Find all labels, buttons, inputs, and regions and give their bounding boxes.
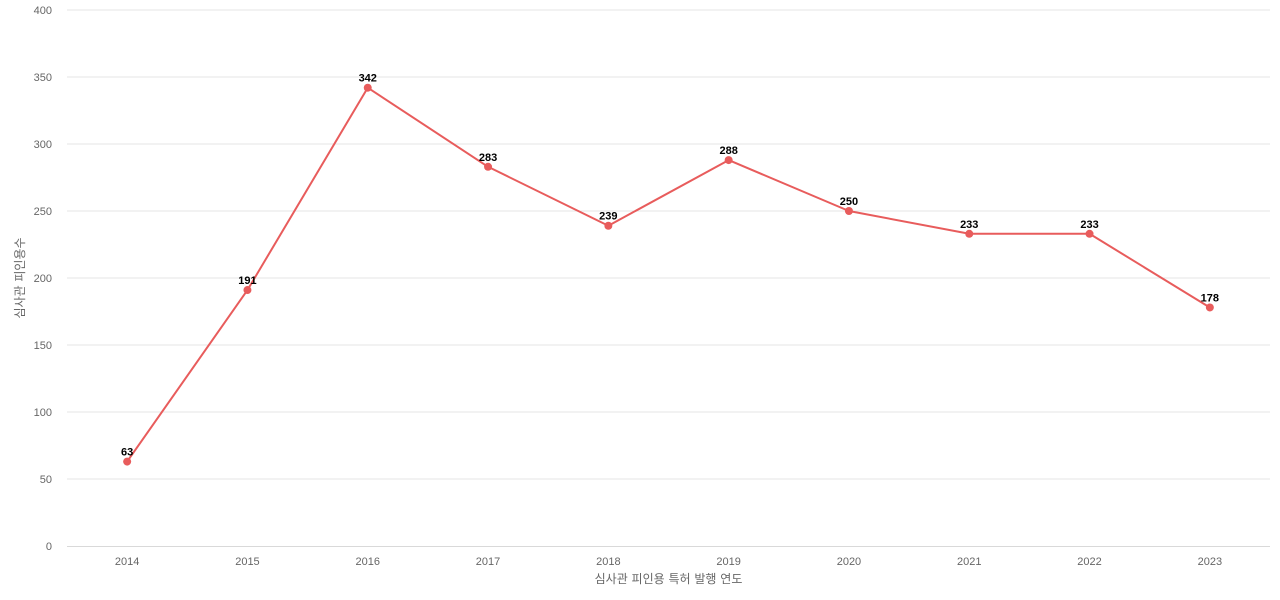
data-point[interactable] bbox=[1205, 303, 1214, 312]
series-layer bbox=[123, 83, 1214, 466]
data-label: 288 bbox=[719, 145, 737, 157]
grid-lines bbox=[67, 9, 1270, 480]
data-label: 239 bbox=[599, 211, 617, 223]
x-tick-label: 2015 bbox=[235, 556, 259, 568]
x-tick-label: 2016 bbox=[356, 556, 380, 568]
x-axis-title: 심사관 피인용 특허 발행 연도 bbox=[595, 571, 743, 586]
x-tick-label: 2022 bbox=[1077, 556, 1101, 568]
data-point[interactable] bbox=[123, 457, 132, 466]
data-label: 250 bbox=[840, 196, 858, 208]
series-line bbox=[126, 86, 1211, 463]
data-label: 191 bbox=[238, 275, 256, 287]
data-point[interactable] bbox=[724, 156, 733, 165]
data-point[interactable] bbox=[604, 221, 613, 230]
x-tick-label: 2014 bbox=[115, 556, 139, 568]
data-label: 342 bbox=[359, 73, 377, 85]
y-tick-label: 0 bbox=[46, 541, 52, 553]
data-point[interactable] bbox=[484, 162, 493, 171]
data-label: 63 bbox=[121, 447, 133, 459]
data-label: 233 bbox=[1080, 219, 1098, 231]
x-tick-label: 2023 bbox=[1198, 556, 1222, 568]
y-tick-label: 250 bbox=[34, 206, 52, 218]
data-label: 178 bbox=[1201, 292, 1219, 304]
data-point[interactable] bbox=[363, 83, 372, 92]
y-tick-label: 50 bbox=[40, 474, 52, 486]
data-point[interactable] bbox=[1085, 229, 1094, 238]
y-tick-label: 400 bbox=[34, 5, 52, 17]
data-point[interactable] bbox=[243, 286, 252, 295]
y-tick-label: 200 bbox=[34, 273, 52, 285]
y-tick-label: 300 bbox=[34, 139, 52, 151]
data-point[interactable] bbox=[965, 229, 974, 238]
data-label: 233 bbox=[960, 219, 978, 231]
y-tick-label: 350 bbox=[34, 72, 52, 84]
x-tick-label: 2020 bbox=[837, 556, 861, 568]
y-tick-label: 150 bbox=[34, 340, 52, 352]
y-tick-label: 100 bbox=[34, 407, 52, 419]
y-axis-title: 심사관 피인용수 bbox=[13, 237, 27, 318]
x-tick-label: 2018 bbox=[596, 556, 620, 568]
data-point[interactable] bbox=[844, 207, 853, 215]
x-axis-ticks: 2014 2015 2016 2017 2018 2019 2020 2021 2022 2023 bbox=[115, 556, 1222, 568]
x-tick-label: 2021 bbox=[957, 556, 981, 568]
x-tick-label: 2017 bbox=[476, 556, 500, 568]
data-label: 283 bbox=[479, 152, 497, 164]
x-tick-label: 2019 bbox=[716, 556, 740, 568]
data-labels: 63 191 342 283 239 288 250 233 233 178 bbox=[121, 73, 1219, 459]
y-axis-ticks: 0 50 100 150 200 250 300 350 400 bbox=[34, 5, 52, 553]
